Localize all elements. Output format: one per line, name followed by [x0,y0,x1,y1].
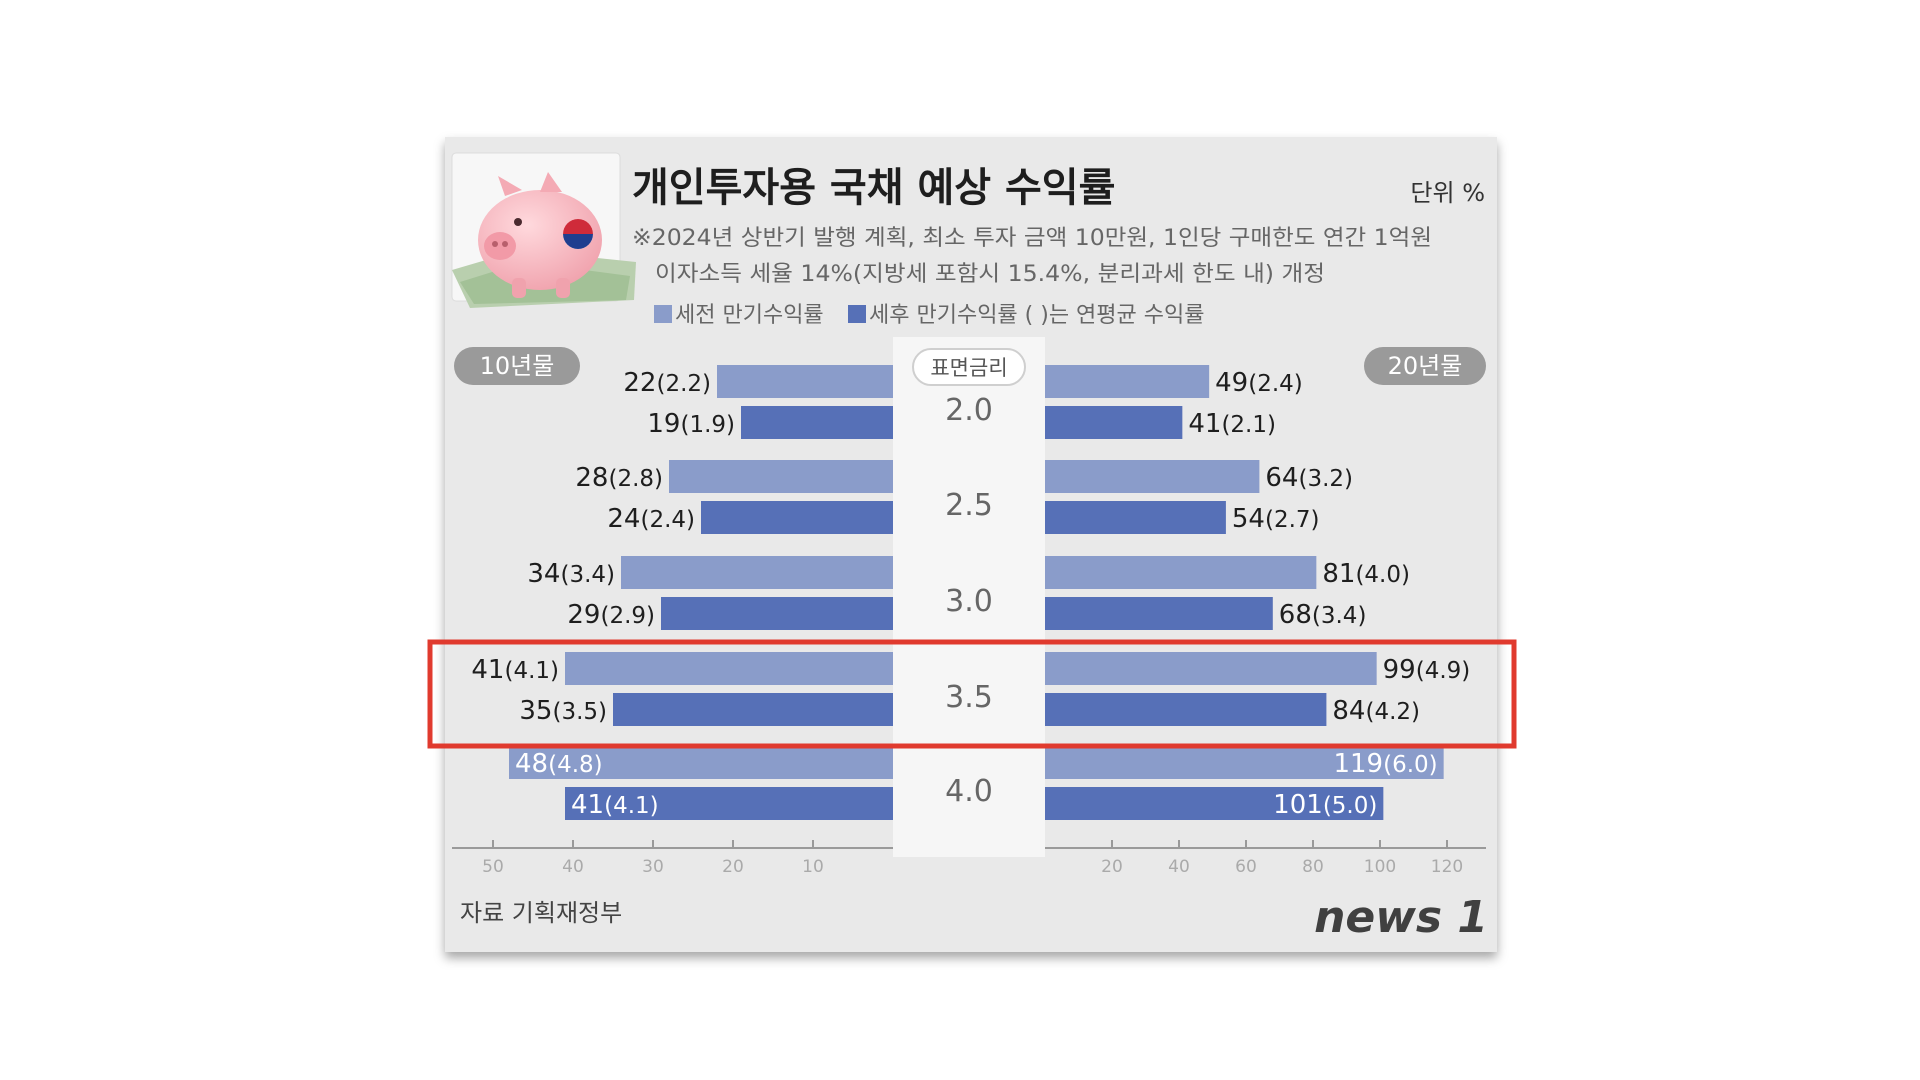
rate-label: 2.5 [945,488,993,523]
bar-20y-post-tax [1045,406,1183,439]
bar-10y-post-tax [613,693,893,726]
bar-label-20y-pre-tax: 81(4.0) [1322,559,1410,589]
right-group-label: 20년물 [1388,352,1463,380]
left-axis-tick-label: 50 [482,857,504,877]
center-header-label: 표면금리 [930,356,1007,380]
bar-label-10y-post-tax: 41(4.1) [571,790,659,820]
rate-label: 2.0 [945,393,993,428]
left-axis-tick-label: 20 [722,857,744,877]
center-header-pill: 표면금리 [912,348,1026,386]
right-axis-tick-label: 80 [1302,857,1324,877]
bar-label-10y-post-tax: 29(2.9) [567,600,655,630]
bar-label-20y-post-tax: 41(2.1) [1188,409,1276,439]
bar-10y-post-tax [701,501,893,534]
bar-label-20y-post-tax: 101(5.0) [1273,790,1377,820]
bar-label-20y-pre-tax: 64(3.2) [1265,463,1353,493]
left-axis-tick-label: 10 [802,857,824,877]
news1-logo: news 1 [1314,892,1488,943]
legend-label-pre-tax: 세전 만기수익률 [675,303,824,328]
bar-20y-pre-tax [1045,365,1210,398]
center-rate-column [893,337,1045,857]
legend: 세전 만기수익률 세후 만기수익률 ( )는 연평균 수익률 [654,303,1205,328]
left-axis-tick-label: 30 [642,857,664,877]
chart-title: 개인투자용 국채 예상 수익률 [632,165,1115,211]
right-axis-tick-label: 120 [1431,857,1463,877]
note-line-1: ※2024년 상반기 발행 계획, 최소 투자 금액 10만원, 1인당 구매한… [632,226,1432,251]
bar-label-20y-pre-tax: 99(4.9) [1383,655,1471,685]
bar-20y-post-tax [1045,597,1273,630]
source-label: 자료 기획재정부 [460,899,622,927]
legend-swatch-post-tax [848,305,866,323]
rate-label: 4.0 [945,774,993,809]
bar-label-20y-pre-tax: 49(2.4) [1215,368,1303,398]
right-axis-tick-label: 100 [1364,857,1396,877]
bar-label-10y-post-tax: 35(3.5) [519,696,607,726]
right-group-pill: 20년물 [1364,347,1486,385]
bar-label-20y-post-tax: 68(3.4) [1279,600,1367,630]
bar-label-10y-pre-tax: 41(4.1) [471,655,559,685]
legend-label-post-tax: 세후 만기수익률 ( )는 연평균 수익률 [869,303,1205,328]
legend-swatch-pre-tax [654,305,672,323]
left-group-pill: 10년물 [454,347,580,385]
note-line-2: 이자소득 세율 14%(지방세 포함시 15.4%, 분리과세 한도 내) 개정 [655,262,1325,287]
bar-10y-pre-tax [669,460,893,493]
bar-10y-post-tax [741,406,893,439]
bar-10y-pre-tax [509,746,893,779]
bar-label-10y-pre-tax: 28(2.8) [575,463,663,493]
bar-label-10y-post-tax: 19(1.9) [647,409,735,439]
rate-label: 3.5 [945,680,993,715]
bar-label-10y-post-tax: 24(2.4) [607,504,695,534]
bar-20y-post-tax [1045,501,1226,534]
rate-label: 3.0 [945,584,993,619]
highlight-box [427,639,1517,749]
bar-label-10y-pre-tax: 48(4.8) [515,749,603,779]
right-axis-tick-label: 20 [1101,857,1123,877]
bar-20y-pre-tax [1045,556,1317,589]
left-group-label: 10년물 [480,352,555,380]
bar-label-20y-post-tax: 84(4.2) [1332,696,1420,726]
bars-layer: 22(2.2) 49(2.4) 19(1.9) 41(2.1) 28(2.8) 64(3.… [471,365,1470,820]
bar-20y-pre-tax [1045,746,1444,779]
bar-10y-post-tax [661,597,893,630]
bar-10y-pre-tax [717,365,893,398]
bar-label-10y-pre-tax: 34(3.4) [527,559,615,589]
axes-layer: 50 40 30 20 10 20 40 60 80 100 120 [452,840,1486,877]
left-axis-tick-label: 40 [562,857,584,877]
piggy-bank-illustration [451,152,636,308]
bar-10y-post-tax [565,787,893,820]
right-axis-tick-label: 40 [1168,857,1190,877]
bar-20y-pre-tax [1045,460,1260,493]
right-axis-tick-label: 60 [1235,857,1257,877]
bar-label-10y-pre-tax: 22(2.2) [623,368,711,398]
bar-label-20y-post-tax: 54(2.7) [1232,504,1320,534]
bar-label-20y-pre-tax: 119(6.0) [1333,749,1437,779]
rate-labels-layer: 2.0 2.5 3.0 3.5 4.0 [945,393,993,809]
bar-10y-pre-tax [565,652,893,685]
unit-label: 단위 % [1410,179,1485,207]
bar-20y-post-tax [1045,787,1384,820]
bar-20y-post-tax [1045,693,1327,726]
bar-10y-pre-tax [621,556,893,589]
logo-text: news 1 [1314,892,1488,943]
bar-20y-pre-tax [1045,652,1377,685]
